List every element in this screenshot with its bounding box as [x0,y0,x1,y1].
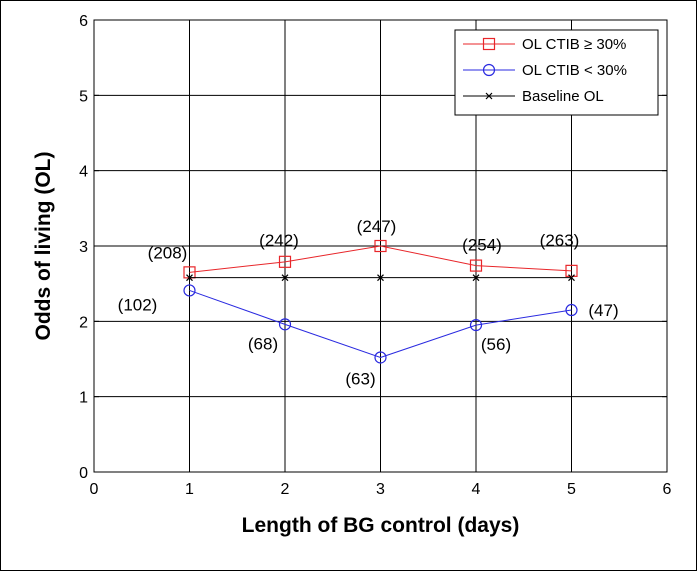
baseline-series-point [568,274,575,282]
legend-label: OL CTIB < 30% [522,62,627,79]
y-tick-labels: 0 1 2 3 4 5 6 [79,13,88,482]
x-tick-label: 3 [376,481,385,498]
data-label: (47) [588,301,618,320]
baseline-series-point [186,274,193,282]
x-tick-labels: 0 1 2 3 4 5 6 [90,481,672,498]
x-tick-label: 2 [281,481,290,498]
data-labels: (208) (242) (247) (254) (263) (102) (68) (63) (5… [118,217,619,388]
y-tick-label: 0 [79,465,88,482]
data-label: (68) [248,334,278,353]
blue-series-line [189,289,572,359]
red-series-point [278,255,292,268]
y-tick-label: 1 [79,390,88,407]
y-axis-title: Odds of living (OL) [32,152,55,341]
y-tick-label: 3 [79,239,88,256]
legend-label: OL CTIB ≥ 30% [522,36,626,53]
x-tick-label: 0 [90,481,99,498]
legend-marker [482,63,496,77]
baseline-series-point [377,274,384,282]
legend-item: OL CTIB ≥ 30% [463,36,626,53]
data-label: (208) [148,243,188,262]
blue-series-point [278,318,292,331]
red-series-point [565,264,578,277]
blue-series-point [374,351,387,364]
series-layer [183,239,578,364]
data-label: (102) [118,295,158,314]
legend-marker [485,92,493,100]
x-axis-title: Length of BG control (days) [242,514,520,537]
baseline-series-point [472,274,480,282]
data-label: (247) [357,217,397,236]
y-tick-label: 4 [79,164,88,181]
legend: OL CTIB ≥ 30% OL CTIB < 30% Baseline OL [454,29,659,116]
red-series-point [374,239,387,253]
x-tick-label: 5 [567,481,576,498]
legend-marker [482,37,496,51]
x-tick-label: 1 [185,481,194,498]
legend-item: Baseline OL [463,88,604,105]
red-series-point [469,259,483,272]
data-label: (242) [259,231,299,250]
blue-series [183,284,578,364]
data-label: (254) [462,236,502,255]
y-tick-label: 2 [79,314,88,331]
blue-series-point [183,284,196,297]
x-tick-label: 4 [472,481,481,498]
grid [94,20,667,472]
blue-series-point [565,303,578,317]
x-tick-label: 6 [663,481,672,498]
y-tick-label: 6 [79,13,88,30]
legend-label: Baseline OL [522,88,604,105]
data-label: (263) [540,231,580,250]
tick-marks [93,19,668,473]
legend-item: OL CTIB < 30% [463,62,627,79]
y-tick-label: 5 [79,88,88,105]
data-label: (63) [345,369,375,388]
data-label: (56) [481,335,511,354]
baseline-series-point [281,274,289,282]
red-series-line [189,245,572,273]
baseline-series [186,274,575,282]
blue-series-point [469,319,483,332]
